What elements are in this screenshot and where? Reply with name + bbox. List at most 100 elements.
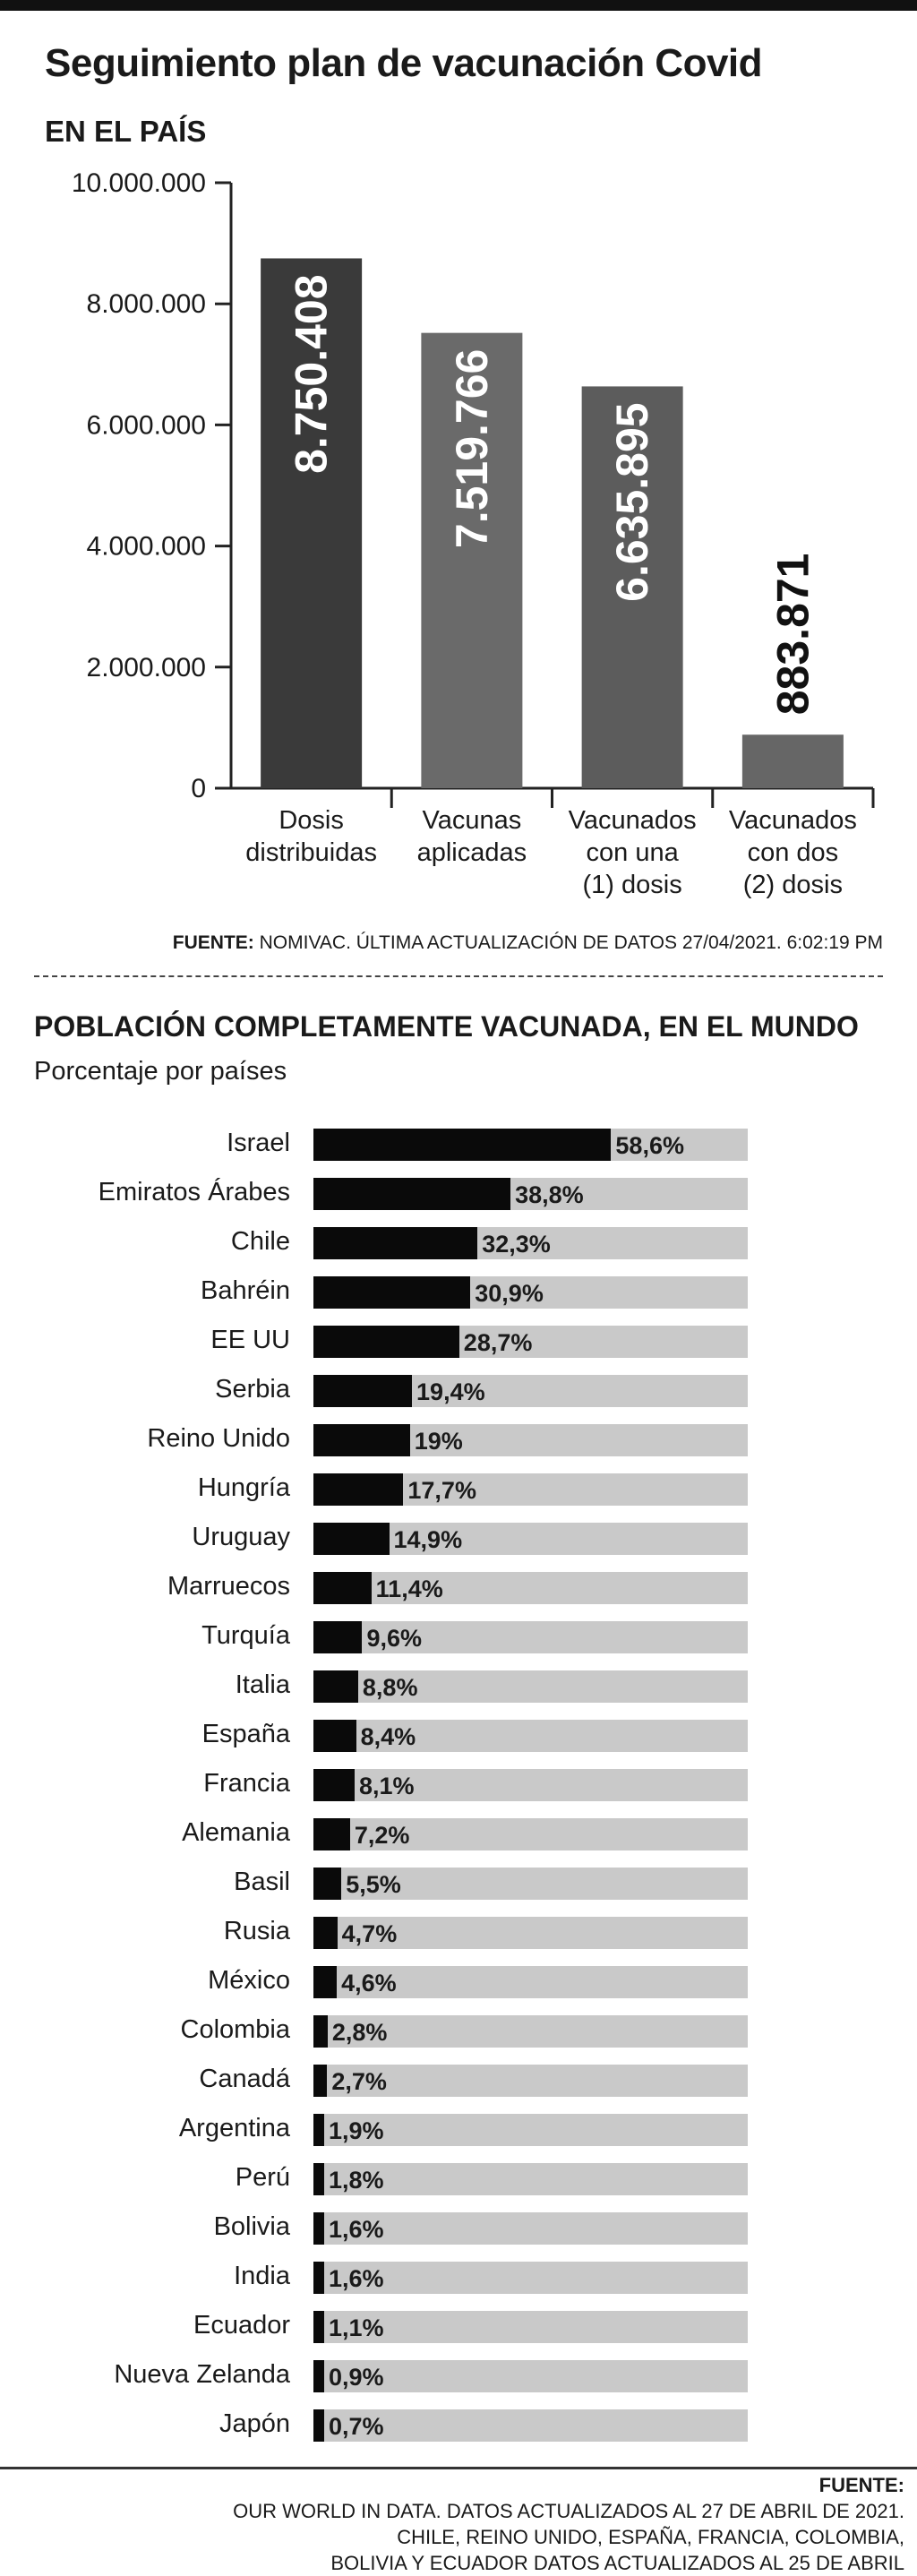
country-name: Rusia	[223, 1917, 290, 1945]
bar-value-label: 1,6%	[329, 2265, 384, 2292]
list-item: Marruecos 11,4%	[0, 1570, 917, 1606]
bar-track	[313, 2409, 748, 2442]
country-name: Perú	[235, 2163, 290, 2192]
country-name: Japón	[219, 2409, 290, 2438]
bar-value-label: 1,1%	[329, 2314, 384, 2341]
bar-track	[313, 1572, 748, 1604]
country-name: Reino Unido	[147, 1424, 290, 1453]
x-category-label-line: (2) dosis	[743, 871, 843, 899]
x-category-label-line: Dosis	[279, 806, 344, 835]
bar-fill	[313, 2065, 328, 2097]
list-item: Canadá 2,7%	[0, 2063, 917, 2099]
y-tick-label: 8.000.000	[87, 289, 206, 319]
list-item: Argentina 1,9%	[0, 2112, 917, 2148]
bar-track	[313, 1769, 748, 1801]
country-name: Serbia	[215, 1375, 290, 1404]
bar-value-label: 8,8%	[362, 1674, 418, 1701]
bar-fill	[313, 2114, 324, 2146]
bar-fill	[313, 1572, 372, 1604]
bar-fill	[313, 1523, 390, 1555]
bar-track	[313, 1720, 748, 1752]
bar-value-label: 9,6%	[366, 1625, 422, 1652]
country-name: Argentina	[178, 2114, 290, 2142]
bar-track	[313, 2015, 748, 2048]
bar-track	[313, 2065, 748, 2097]
list-item: Nueva Zelanda 0,9%	[0, 2358, 917, 2394]
x-category-label-line: Vacunados	[729, 806, 857, 835]
bar-track	[313, 1868, 748, 1900]
country-name: Chile	[230, 1227, 290, 1256]
country-name: México	[208, 1966, 290, 1995]
bar-track	[313, 1276, 748, 1309]
y-tick-label: 6.000.000	[87, 410, 206, 440]
country-name: Marruecos	[167, 1572, 290, 1601]
source-label: FUENTE:	[172, 932, 254, 953]
bar-value-label: 14,9%	[393, 1526, 463, 1553]
bar-value-label: 32,3%	[482, 1231, 551, 1258]
bar-value-label: 28,7%	[463, 1329, 533, 1356]
bar-value-label: 7,2%	[354, 1822, 410, 1849]
x-category-label: Vacunados con dos (2) dosis	[729, 806, 857, 899]
list-item: Bolivia 1,6%	[0, 2211, 917, 2246]
list-item: Ecuador 1,1%	[0, 2309, 917, 2345]
list-item: EE UU 28,7%	[0, 1324, 917, 1360]
bar-track	[313, 1818, 748, 1850]
list-item: Uruguay 14,9%	[0, 1521, 917, 1557]
bar-track	[313, 1621, 748, 1653]
bar-fill	[313, 2409, 324, 2442]
bar-track	[313, 1424, 748, 1456]
list-item: Perú 1,8%	[0, 2161, 917, 2197]
list-item: India 1,6%	[0, 2260, 917, 2296]
country-name: España	[201, 1720, 290, 1748]
x-category-label-line: aplicadas	[417, 838, 527, 867]
bar-track	[313, 2360, 748, 2392]
x-category-label-line: (1) dosis	[583, 871, 682, 899]
country-name: Hungría	[197, 1473, 290, 1502]
x-category-label-line: con una	[587, 838, 680, 867]
bar-fill	[313, 2262, 324, 2294]
bar-fill	[313, 2360, 324, 2392]
country-name: Uruguay	[192, 1523, 290, 1551]
bar-value-label: 11,4%	[375, 1576, 443, 1602]
list-item: Serbia 19,4%	[0, 1373, 917, 1409]
bar-fill	[313, 1917, 338, 1949]
bar-value-label: 2,7%	[331, 2068, 387, 2095]
bar-fill	[313, 1375, 413, 1407]
bar-track	[313, 2262, 748, 2294]
bar-value-label: 0,9%	[329, 2364, 384, 2391]
bar-track	[313, 1670, 748, 1703]
bar-value-label: 1,6%	[329, 2216, 384, 2243]
bar-fill	[313, 1769, 355, 1801]
list-item: Israel 58,6%	[0, 1127, 917, 1163]
source-label: FUENTE:	[818, 2474, 904, 2496]
section-heading-world: POBLACIÓN COMPLETAMENTE VACUNADA, EN EL …	[34, 1010, 859, 1043]
bar-value-label: 8,1%	[358, 1773, 415, 1799]
list-item: Reino Unido 19%	[0, 1422, 917, 1458]
bar-fill	[313, 2015, 328, 2048]
bottom-rule	[0, 2467, 917, 2469]
country-name: India	[234, 2262, 290, 2290]
list-item: Francia 8,1%	[0, 1767, 917, 1803]
bar-track	[313, 1917, 748, 1949]
x-category-label-line: Vacunas	[423, 806, 522, 835]
source-line-3: BOLIVIA Y ECUADOR DATOS ACTUALIZADOS AL …	[330, 2552, 904, 2574]
country-name: Nueva Zelanda	[114, 2360, 290, 2389]
bar-fill	[313, 1868, 342, 1900]
section-heading-country: EN EL PAÍS	[45, 115, 207, 148]
bar-value-label: 19,4%	[416, 1378, 485, 1405]
section-subtitle-world: Porcentaje por países	[34, 1057, 287, 1086]
bar-fill	[313, 1326, 459, 1358]
bar-track	[313, 1326, 748, 1358]
bar	[741, 734, 844, 788]
bar-value-label: 8.750.408	[287, 274, 337, 473]
bar-fill	[313, 1178, 511, 1210]
bar-value-label: 4,7%	[341, 1920, 398, 1947]
bar-value-label: 30,9%	[475, 1280, 544, 1307]
bar-fill	[313, 1621, 363, 1653]
source-note-world: FUENTE: OUR WORLD IN DATA. DATOS ACTUALI…	[233, 2472, 904, 2576]
country-name: Israel	[227, 1129, 290, 1157]
country-name: Basil	[234, 1868, 290, 1896]
x-category-label-line: Vacunados	[569, 806, 697, 835]
bar-track	[313, 1473, 748, 1506]
bar-value-label: 38,8%	[515, 1181, 584, 1208]
